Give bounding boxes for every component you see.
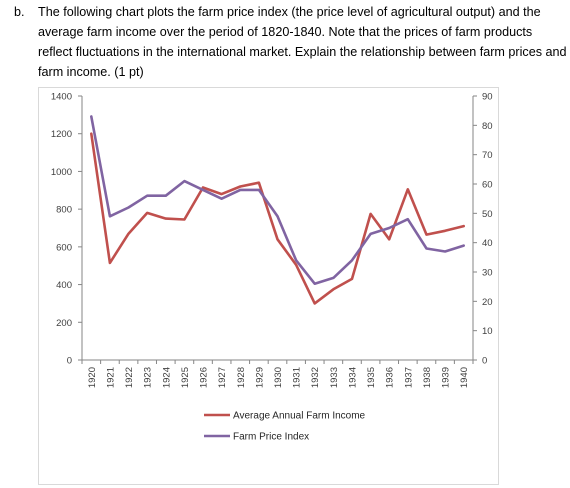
x-axis-tick-label: 1926 (199, 367, 210, 388)
right-axis-tick-label: 90 (482, 92, 493, 103)
left-axis-tick-label: 0 (67, 356, 72, 367)
x-axis-tick-label: 1931 (292, 367, 303, 388)
x-axis-tick-label: 1920 (87, 367, 98, 388)
x-axis-tick-label: 1938 (422, 367, 433, 388)
right-axis-tick-label: 20 (482, 297, 493, 308)
right-axis-tick-label: 70 (482, 150, 493, 161)
question-marker: b. (14, 5, 25, 19)
x-axis-tick-label: 1932 (310, 367, 321, 388)
x-axis-tick-label: 1927 (217, 367, 228, 388)
left-axis-tick-label: 1000 (51, 167, 72, 178)
right-axis-tick-label: 10 (482, 326, 493, 337)
right-axis-tick-label: 50 (482, 209, 493, 220)
x-axis-tick-label: 1928 (236, 367, 247, 388)
right-axis-tick-label: 40 (482, 238, 493, 249)
left-axis-tick-label: 1200 (51, 129, 72, 140)
x-axis-tick-label: 1937 (403, 367, 414, 388)
x-axis-tick-label: 1923 (143, 367, 154, 388)
right-axis-tick-label: 60 (482, 180, 493, 191)
left-axis-tick-label: 1400 (51, 92, 72, 103)
x-axis-tick-label: 1936 (385, 367, 396, 388)
x-axis-tick-label: 1934 (347, 367, 358, 388)
left-axis-tick-label: 200 (56, 318, 72, 329)
right-axis-tick-label: 0 (482, 356, 487, 367)
x-axis-tick-label: 1939 (441, 367, 452, 388)
x-axis-tick-label: 1933 (329, 367, 340, 388)
series-line-average-annual-farm-income (90, 132, 466, 305)
question-text: The following chart plots the farm price… (38, 5, 567, 79)
x-axis-tick-label: 1929 (254, 367, 265, 388)
chart-frame (38, 87, 499, 485)
x-axis-tick-label: 1922 (124, 367, 135, 388)
left-axis-tick-label: 600 (56, 242, 72, 253)
right-axis-tick-label: 30 (482, 268, 493, 279)
x-axis-tick-label: 1924 (161, 367, 172, 388)
x-axis-tick-label: 1925 (180, 367, 191, 388)
right-axis-tick-label: 80 (482, 121, 493, 132)
series-line-farm-price-index (90, 115, 466, 286)
left-axis-tick-label: 800 (56, 205, 72, 216)
x-axis-tick-label: 1921 (105, 367, 116, 388)
legend-label: Average Annual Farm Income (233, 411, 366, 422)
x-axis-tick-label: 1935 (366, 367, 377, 388)
x-axis-tick-label: 1940 (459, 367, 470, 388)
legend-label: Farm Price Index (233, 432, 309, 443)
x-axis-tick-label: 1930 (273, 367, 284, 388)
left-axis-tick-label: 400 (56, 280, 72, 291)
